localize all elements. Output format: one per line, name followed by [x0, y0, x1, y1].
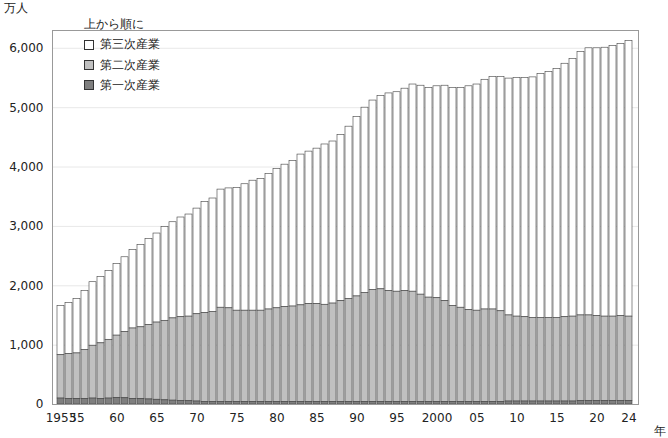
svg-text:万人: 万人 [4, 1, 28, 15]
svg-text:0: 0 [36, 397, 44, 411]
html-text:第三次産業: 第三次産業 [100, 37, 160, 52]
svg-text:4,000: 4,000 [9, 160, 43, 174]
svg-text:65: 65 [149, 411, 164, 425]
svg-text:15: 15 [549, 411, 564, 425]
html-text:第一次産業: 第一次産業 [100, 78, 160, 93]
html-text:第二次産業: 第二次産業 [100, 57, 160, 72]
svg-text:24: 24 [621, 411, 636, 425]
svg-text:85: 85 [309, 411, 324, 425]
svg-text:5,000: 5,000 [9, 101, 43, 115]
svg-text:55: 55 [69, 411, 84, 425]
svg-text:6,000: 6,000 [9, 41, 43, 55]
svg-text:2000: 2000 [422, 411, 453, 425]
svg-text:10: 10 [509, 411, 524, 425]
svg-text:60: 60 [109, 411, 124, 425]
svg-text:80: 80 [269, 411, 284, 425]
svg-text:1,000: 1,000 [9, 338, 43, 352]
html-text:上から順に: 上から順に [84, 17, 144, 31]
svg-text:75: 75 [229, 411, 244, 425]
svg-text:05: 05 [469, 411, 484, 425]
svg-text:95: 95 [389, 411, 404, 425]
svg-text:2,000: 2,000 [9, 279, 43, 293]
svg-text:年: 年 [654, 424, 666, 438]
svg-text:20: 20 [589, 411, 604, 425]
svg-text:70: 70 [189, 411, 204, 425]
svg-text:1953: 1953 [45, 411, 77, 425]
svg-text:3,000: 3,000 [9, 219, 43, 233]
svg-text:90: 90 [349, 411, 364, 425]
